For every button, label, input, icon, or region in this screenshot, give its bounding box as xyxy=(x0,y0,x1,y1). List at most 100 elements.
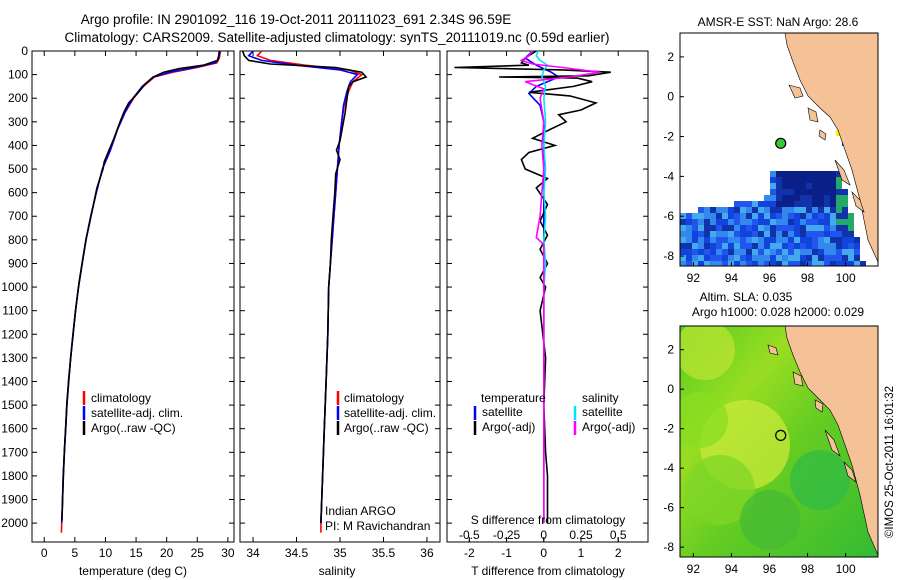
x-tick-label: 20 xyxy=(160,546,174,560)
legend-label-sal-satellite: satellite xyxy=(582,405,623,419)
sst-pixel xyxy=(716,255,722,261)
legend-label-climatology: climatology xyxy=(344,391,404,405)
x-tick-label: 15 xyxy=(129,546,143,560)
sst-pixel xyxy=(800,225,806,231)
sst-pixel xyxy=(782,261,788,266)
sla-blob xyxy=(680,326,735,380)
map-lon-label: 100 xyxy=(836,271,856,285)
sst-pixel xyxy=(770,189,776,195)
sst-pixel xyxy=(830,255,836,261)
sst-pixel xyxy=(794,249,800,255)
argo-position-marker xyxy=(775,137,787,149)
sst-pixel xyxy=(764,255,770,261)
sst-pixel xyxy=(692,255,698,261)
sst-pixel xyxy=(704,243,710,249)
sst-pixel xyxy=(830,207,836,213)
sst-pixel xyxy=(758,213,764,219)
series-line-argo-raw-qc- xyxy=(241,50,368,524)
sst-pixel xyxy=(818,189,824,195)
sst-pixel xyxy=(788,183,794,189)
legend-label-satellite: satellite-adj. clim. xyxy=(344,406,436,420)
sst-pixel xyxy=(782,189,788,195)
island-simeulue xyxy=(788,84,804,99)
sst-pixel xyxy=(788,177,794,183)
sst-pixel xyxy=(710,243,716,249)
sst-pixel xyxy=(824,255,830,261)
sst-pixel xyxy=(830,261,836,266)
sst-pixel xyxy=(752,225,758,231)
sst-pixel xyxy=(800,213,806,219)
sst-pixel xyxy=(800,201,806,207)
sla-blob xyxy=(740,490,800,550)
s-tick-label: 0.25 xyxy=(569,528,593,542)
sst-pixel xyxy=(836,249,842,255)
y-tick-label: 1400 xyxy=(1,374,28,388)
sst-pixel xyxy=(740,231,746,237)
sst-pixel xyxy=(818,237,824,243)
sst-pixel xyxy=(722,237,728,243)
s-tick-label: 0.5 xyxy=(610,528,627,542)
sst-pixel xyxy=(824,195,830,201)
sst-pixel xyxy=(740,201,746,207)
y-tick-label: 1900 xyxy=(1,493,28,507)
sst-pixel xyxy=(764,231,770,237)
sst-pixel xyxy=(782,255,788,261)
series-line-climatology xyxy=(256,50,364,533)
sst-pixel xyxy=(812,207,818,213)
sst-pixel xyxy=(710,219,716,225)
legend-label-climatology: climatology xyxy=(91,391,151,405)
x-tick-label: 35 xyxy=(333,546,347,560)
x-tick-label: 10 xyxy=(99,546,113,560)
y-tick-label: 900 xyxy=(8,256,28,270)
sumatra-land xyxy=(784,326,878,556)
sst-pixel xyxy=(716,207,722,213)
sst-pixel xyxy=(824,177,830,183)
sst-pixel xyxy=(848,237,854,243)
sst-pixel xyxy=(698,207,704,213)
sst-pixel xyxy=(812,225,818,231)
sst-pixel xyxy=(800,177,806,183)
sst-pixel xyxy=(830,213,836,219)
sst-pixel xyxy=(842,255,848,261)
sst-pixel xyxy=(704,213,710,219)
sst-pixel xyxy=(794,195,800,201)
s-tick-label: 0 xyxy=(540,528,547,542)
sst-pixel xyxy=(770,213,776,219)
series-line-temperature-argo-adj- xyxy=(454,50,611,524)
y-tick-label: 1800 xyxy=(1,469,28,483)
sst-pixel xyxy=(800,255,806,261)
sst-pixel xyxy=(776,243,782,249)
sst-pixel xyxy=(776,219,782,225)
y-tick-label: 1200 xyxy=(1,327,28,341)
sst-pixel xyxy=(800,237,806,243)
sst-pixel xyxy=(824,225,830,231)
sst-pixel xyxy=(704,207,710,213)
sst-pixel xyxy=(806,201,812,207)
sst-pixel xyxy=(794,213,800,219)
sla-map-panel: Altim. SLA: 0.035 Argo h1000: 0.028 h200… xyxy=(663,290,879,576)
sst-pixel xyxy=(842,195,848,201)
sst-pixel xyxy=(764,201,770,207)
map-lon-label: 92 xyxy=(687,562,701,576)
y-tick-label: 1000 xyxy=(1,280,28,294)
sst-pixel xyxy=(848,255,854,261)
sst-pixel xyxy=(704,231,710,237)
sst-pixel xyxy=(710,261,716,266)
salinity-legend: climatology satellite-adj. clim. Argo(..… xyxy=(336,391,436,435)
sst-pixel xyxy=(818,261,824,266)
sst-pixel xyxy=(686,255,692,261)
sst-pixel xyxy=(680,237,686,243)
sst-pixel xyxy=(794,261,800,266)
sst-pixel xyxy=(788,171,794,177)
sst-pixel xyxy=(812,213,818,219)
sst-pixel xyxy=(788,201,794,207)
x-tick-label: 36 xyxy=(420,546,434,560)
sst-pixel xyxy=(752,249,758,255)
sst-pixel xyxy=(800,207,806,213)
sst-pixel xyxy=(686,261,692,266)
sst-pixel xyxy=(818,255,824,261)
sst-pixel xyxy=(752,255,758,261)
sst-pixel xyxy=(758,201,764,207)
sst-pixel xyxy=(770,183,776,189)
